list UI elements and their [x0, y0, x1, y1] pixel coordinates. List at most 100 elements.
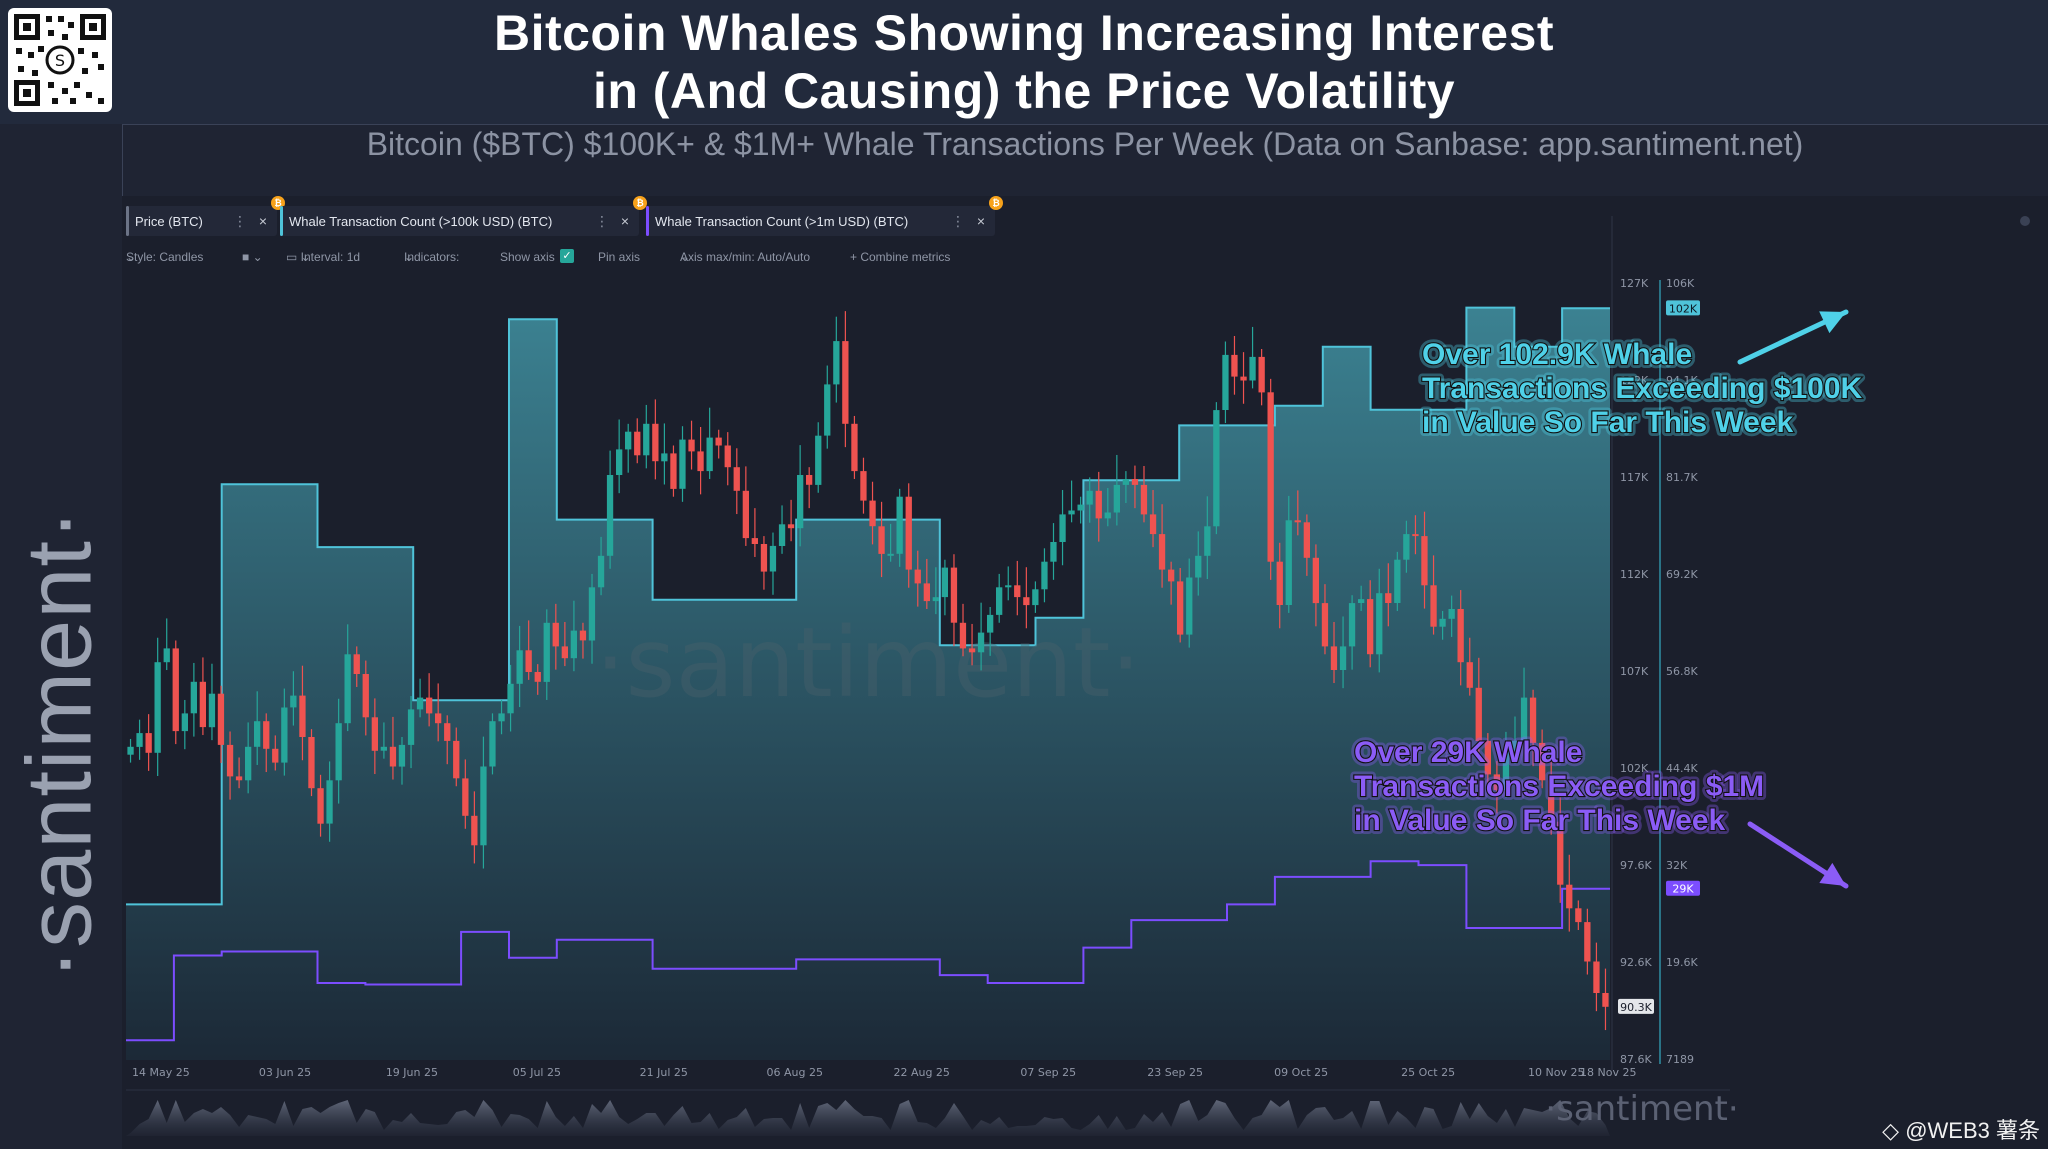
arrow-100k [1737, 309, 1849, 365]
candle-body [1231, 354, 1238, 377]
price-last-tag: 90.3K [1620, 1001, 1652, 1014]
candle-body [824, 384, 831, 436]
more-icon[interactable]: ⋮ [951, 212, 965, 229]
color-select[interactable]: ■ ⌄ [242, 250, 263, 264]
tab-label: Price (BTC) [135, 213, 203, 229]
close-icon[interactable]: × [258, 213, 267, 229]
candle-body [1213, 410, 1220, 527]
price-tick-label: 87.6K [1620, 1053, 1652, 1066]
tab-whale-1m[interactable]: Whale Transaction Count (>1m USD) (BTC) … [646, 196, 1003, 236]
candle-body [1059, 514, 1066, 542]
candle-body [1285, 520, 1292, 605]
candle-body [181, 713, 188, 732]
candle-body [489, 721, 496, 767]
candle-body [543, 622, 550, 682]
candle-body [579, 630, 587, 641]
bitcoin-icon: ₿ [633, 196, 647, 210]
x-tick-label: 09 Oct 25 [1274, 1066, 1328, 1079]
watermark: ·santiment· [595, 607, 1141, 719]
show-axis-checkbox[interactable]: ✓ [560, 249, 574, 263]
candle-body [389, 746, 397, 767]
more-icon[interactable]: ⋮ [595, 212, 609, 229]
candle-body [561, 646, 568, 659]
candle-body [833, 341, 840, 385]
candle-body [1258, 356, 1265, 393]
candle-body [1312, 557, 1319, 604]
candle-body [299, 695, 306, 737]
candle-body [914, 569, 921, 584]
candle-body [606, 475, 614, 556]
candle-body [254, 721, 261, 747]
x-tick-label: 23 Sep 25 [1147, 1066, 1203, 1079]
settings-dot-icon[interactable] [2020, 216, 2030, 226]
indicators-select[interactable]: Indicators: ⌄ [404, 250, 460, 264]
tab-whale-100k[interactable]: Whale Transaction Count (>100k USD) (BTC… [280, 196, 647, 236]
x-tick-label: 03 Jun 25 [259, 1066, 311, 1079]
candle-body [905, 496, 912, 570]
candle-body [235, 776, 243, 781]
candle-body [190, 681, 197, 714]
pin-axis-toggle[interactable]: Pin axis [598, 250, 641, 264]
axis-minmax-select[interactable]: Axis max/min: Auto/Auto ⌄ [680, 250, 811, 264]
candle-body [1131, 479, 1139, 485]
candle-body [715, 437, 722, 446]
price-tick-label: 112K [1620, 568, 1649, 581]
candle-body [1330, 646, 1338, 670]
price-tick-label: 122K [1620, 374, 1649, 387]
arrow-1m [1747, 821, 1849, 889]
candle-body [688, 439, 695, 452]
candle-body [245, 746, 252, 781]
candle-body [462, 778, 469, 816]
tab-label: Whale Transaction Count (>1m USD) (BTC) [655, 213, 909, 229]
candle-body [751, 538, 758, 544]
price-tick-label: 117K [1620, 471, 1649, 484]
candle-body [1484, 740, 1491, 775]
bitcoin-icon: ₿ [989, 196, 1003, 210]
price-last-tag-bg [1618, 998, 1654, 1014]
candle-body [842, 341, 849, 424]
candle-body [1113, 484, 1120, 513]
whale-tick-label: 69.2K [1666, 568, 1698, 581]
annotation-1m-line: Transactions Exceeding $1M [1354, 770, 1764, 803]
whale-tick-label: 19.6K [1666, 956, 1698, 969]
candle-body [787, 524, 795, 529]
candle-body [1348, 603, 1356, 647]
chart-subtitle: Bitcoin ($BTC) $100K+ & $1M+ Whale Trans… [366, 126, 1804, 162]
candle-body [887, 553, 894, 556]
candle-body [1249, 356, 1256, 381]
candle-body [1240, 376, 1247, 381]
candle-body [326, 780, 333, 824]
candle-body [733, 467, 740, 491]
candle-body [588, 587, 596, 641]
annotation-100k-line: Over 102.9K Whale [1422, 338, 1692, 371]
candle-body [987, 614, 994, 633]
candle-body [444, 723, 451, 741]
whale-tick-label: 94.1K [1666, 374, 1698, 387]
candle-body [480, 766, 487, 846]
candle-body [815, 435, 822, 485]
candle-body [1168, 569, 1175, 582]
candle-body [1276, 561, 1283, 605]
close-icon[interactable]: × [620, 213, 629, 229]
candle-body [136, 733, 143, 747]
tab-price[interactable]: Price (BTC) ⋮ × ₿ [126, 196, 285, 236]
candle-body [534, 672, 541, 682]
candle-body [525, 650, 532, 672]
candle-body [634, 431, 641, 456]
candle-body [896, 496, 903, 554]
candle-body [407, 709, 415, 745]
candle-body [1403, 534, 1410, 560]
price-tick-label: 97.6K [1620, 859, 1652, 872]
web3-brand: ◇ @WEB3 薯条 [1882, 1118, 2040, 1143]
candle-body [1511, 740, 1519, 751]
chart-plot: ·santiment· 127K 122K 117K 112K 107K 102K 97.6K… [126, 216, 1867, 1136]
x-tick-label: 06 Aug 25 [767, 1066, 823, 1079]
x-tick-label: 21 Jul 25 [640, 1066, 688, 1079]
candle-body [380, 746, 387, 751]
combine-metrics-button[interactable]: + Combine metrics [850, 250, 951, 264]
style-select[interactable]: Style: Candles ⌄ [126, 250, 204, 264]
close-icon[interactable]: × [976, 213, 985, 229]
interval-select[interactable]: ▭ Interval: 1d ⌄ [286, 250, 361, 264]
more-icon[interactable]: ⋮ [233, 212, 247, 229]
candle-body [1122, 479, 1129, 485]
